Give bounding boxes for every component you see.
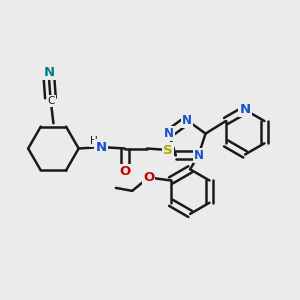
Text: H: H [90, 136, 98, 146]
Text: C: C [47, 96, 55, 106]
Text: N: N [95, 140, 106, 154]
Text: N: N [194, 149, 203, 162]
Text: O: O [119, 165, 130, 178]
Text: N: N [164, 127, 174, 140]
Text: O: O [143, 171, 154, 184]
Text: S: S [163, 143, 172, 157]
Text: N: N [44, 66, 55, 79]
Text: N: N [239, 103, 251, 116]
Text: N: N [182, 114, 192, 127]
